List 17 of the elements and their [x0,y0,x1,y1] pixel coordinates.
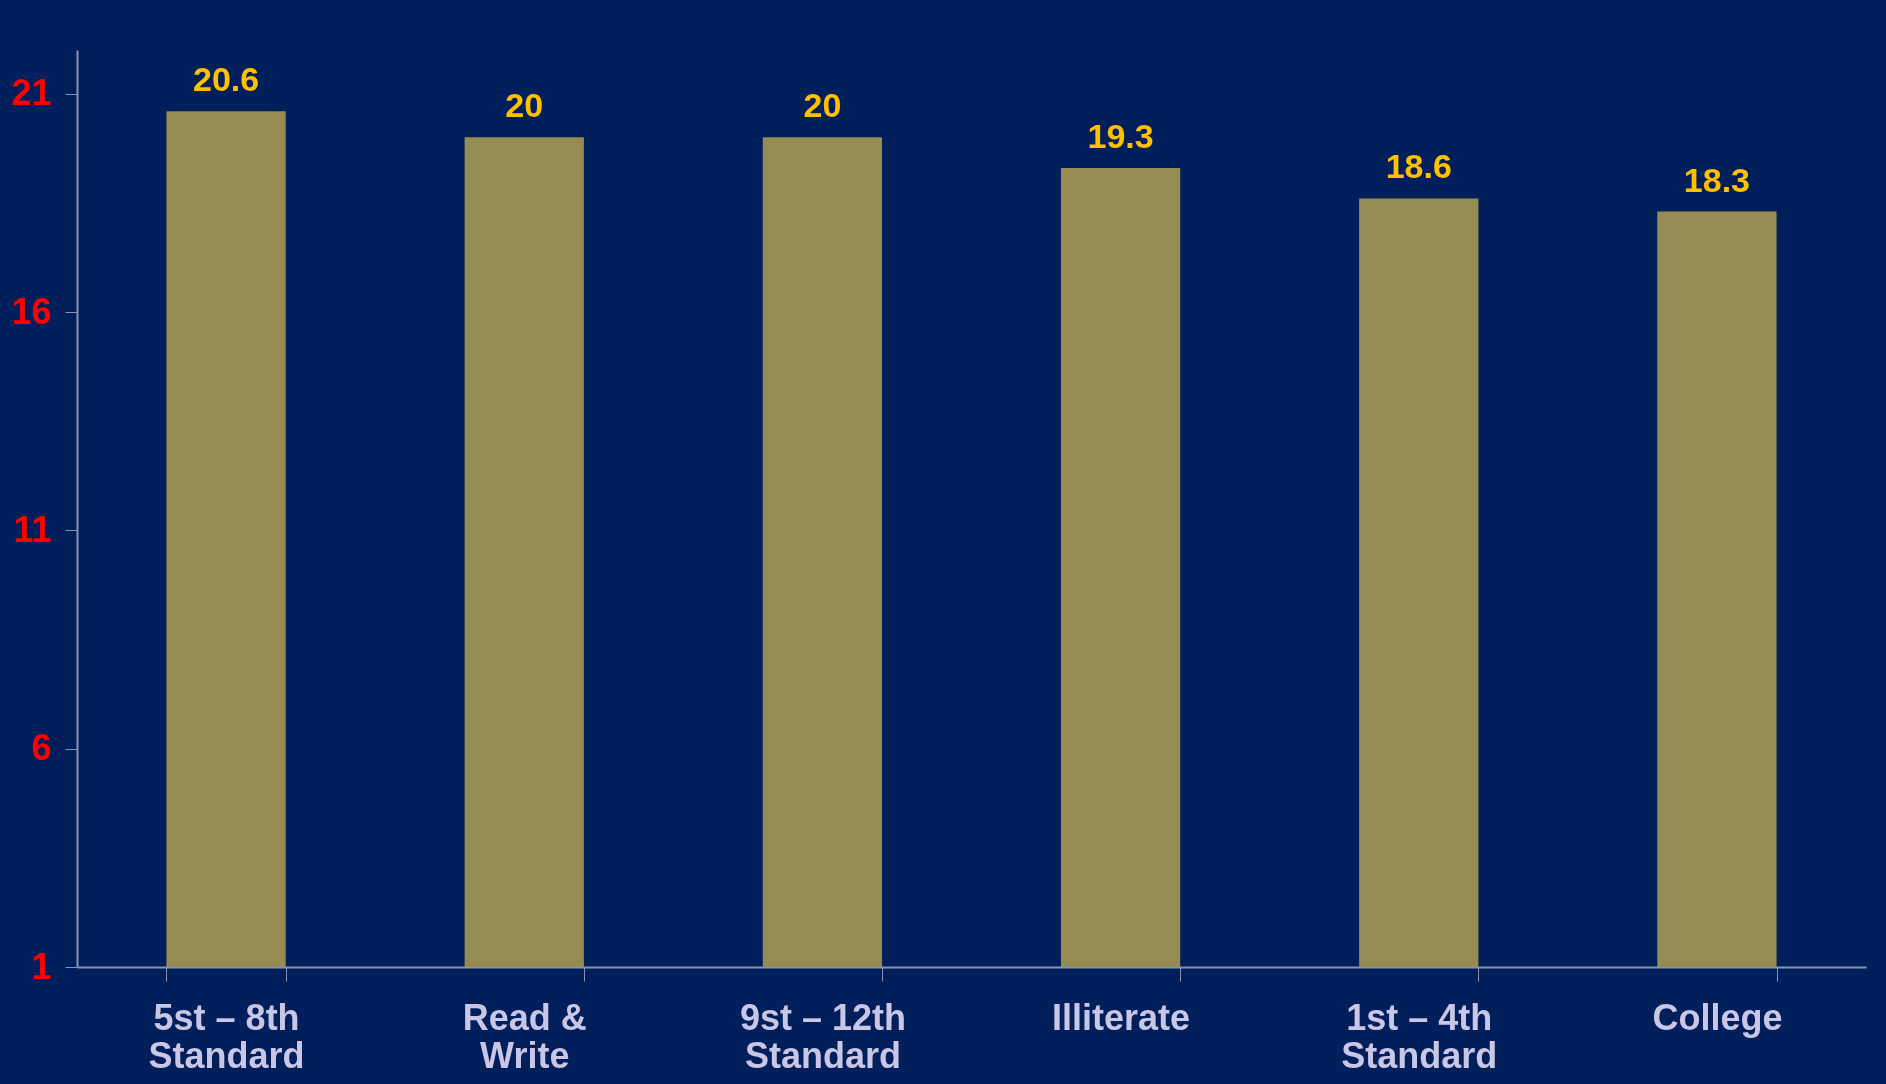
y-tick-label: 16 [11,290,52,332]
x-tick-label: College [1652,996,1783,1038]
x-tick-label: 9st – 12th Standard [739,996,906,1076]
x-tick-label: 1st – 4th Standard [1341,996,1498,1076]
y-tick-label: 21 [11,72,52,114]
data-label: 18.6 [1385,147,1452,186]
y-tick-label: 6 [31,727,52,769]
x-tick-label: Read & Write [462,996,587,1076]
x-tick-label: Illiterate [1052,996,1191,1038]
data-label: 20 [505,86,544,125]
y-tick-label: 11 [13,508,52,550]
data-label: 19.3 [1087,116,1154,155]
y-tick-label: 1 [31,945,52,987]
data-label: 20.6 [192,60,260,99]
data-label: 18.3 [1683,160,1751,199]
data-label: 20 [803,86,842,125]
x-tick-label: 5st – 8th Standard [148,996,305,1076]
